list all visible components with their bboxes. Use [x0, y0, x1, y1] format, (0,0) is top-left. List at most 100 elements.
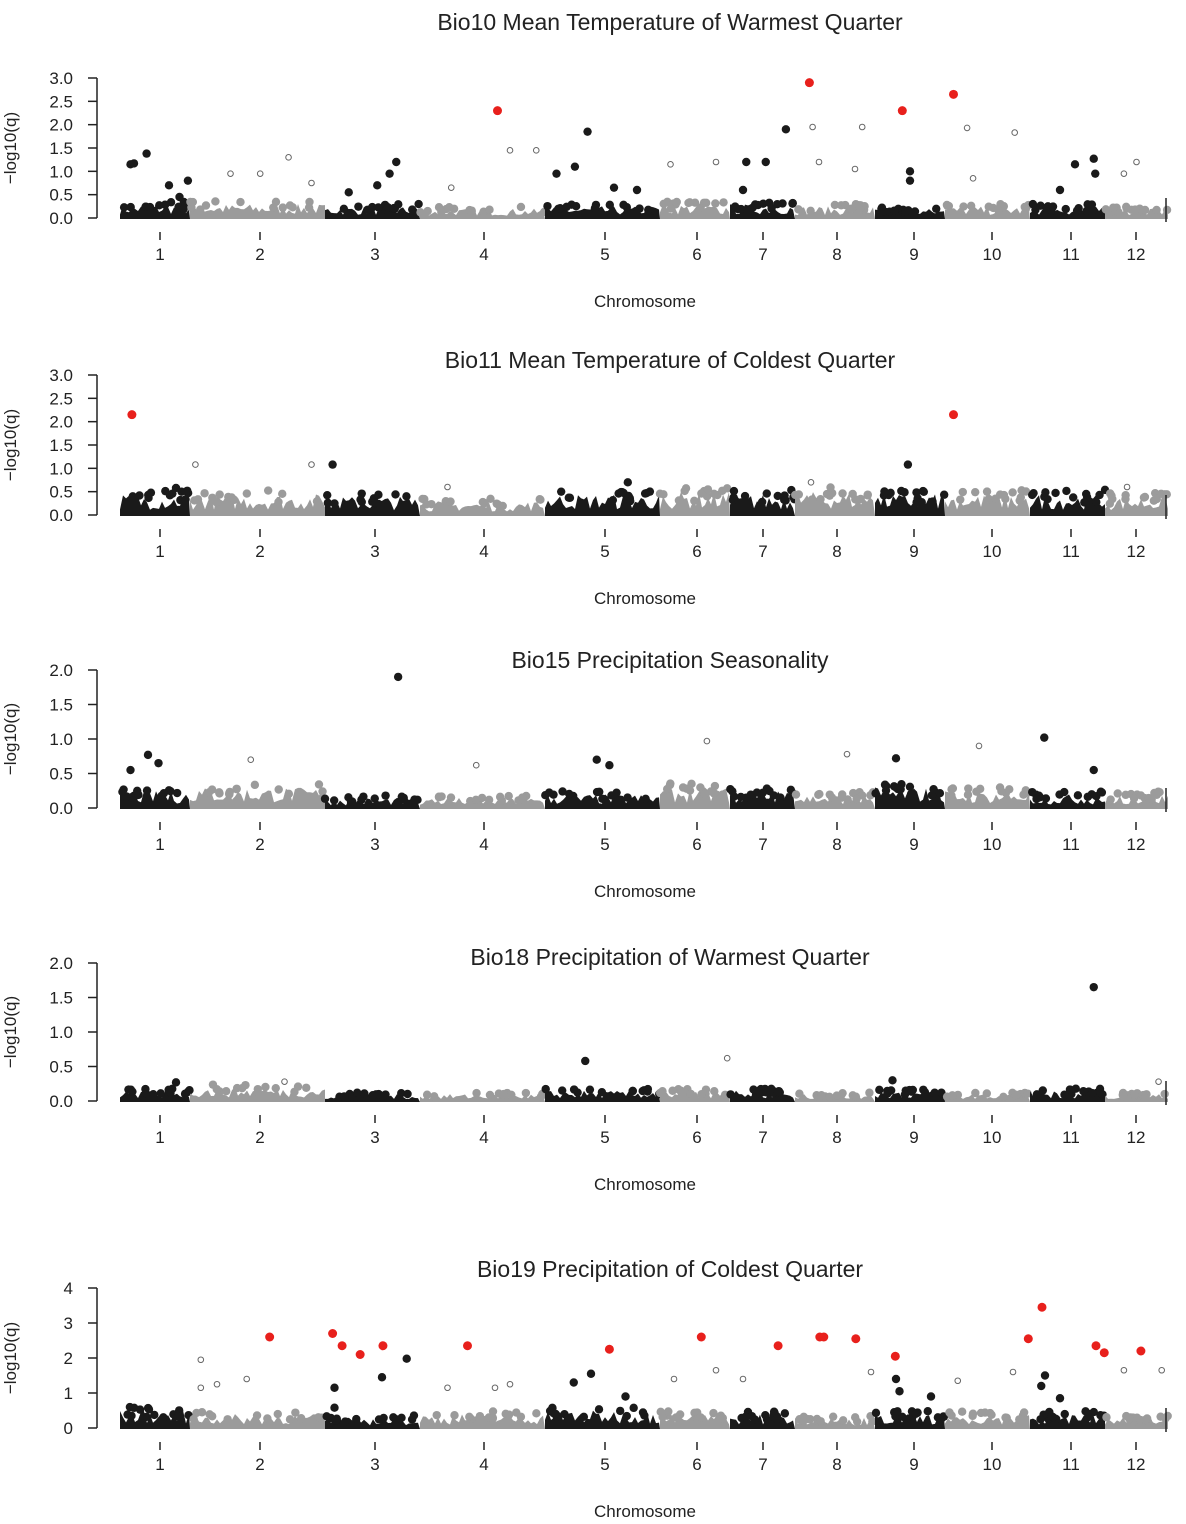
snp-point	[485, 205, 494, 214]
snp-point	[1102, 1413, 1111, 1422]
chromosome-band-7	[730, 1090, 795, 1102]
snp-point	[696, 783, 705, 792]
chromosome-band-2	[190, 787, 325, 809]
snp-point	[1095, 490, 1104, 500]
snp-point	[183, 176, 193, 185]
open-snp-point	[667, 161, 674, 168]
significant-snp-point	[493, 106, 502, 116]
snp-point	[320, 794, 330, 803]
open-snp-point	[969, 175, 977, 182]
chromosome-band-8	[795, 1417, 875, 1429]
chromosome-band-10	[945, 1094, 1030, 1102]
snp-point	[905, 176, 915, 185]
x-tick-label: 12	[1127, 245, 1146, 264]
snp-point	[799, 1416, 808, 1426]
snp-point	[598, 794, 607, 804]
snp-point	[643, 1084, 653, 1094]
snp-point	[825, 790, 834, 799]
open-snp-point	[851, 165, 859, 173]
snp-point	[197, 1408, 207, 1417]
y-tick-label: 0.5	[49, 483, 73, 502]
snp-point	[997, 787, 1006, 796]
x-tick-label: 4	[479, 1455, 488, 1474]
snp-point	[171, 1078, 181, 1087]
snp-point	[757, 497, 767, 507]
snp-point	[850, 1413, 860, 1422]
snp-point	[516, 202, 526, 212]
significant-snp-point	[804, 78, 814, 88]
snp-point	[666, 204, 676, 213]
snp-point	[171, 483, 181, 493]
snp-point	[175, 192, 184, 202]
snp-point	[1130, 205, 1140, 214]
snp-point	[807, 495, 817, 504]
snp-point	[1156, 1412, 1165, 1421]
snp-point	[893, 1407, 902, 1416]
snp-point	[912, 488, 921, 497]
snp-point	[719, 198, 728, 207]
snp-point	[399, 795, 408, 804]
snp-point	[1089, 154, 1098, 163]
y-tick-label: 4	[64, 1279, 73, 1298]
snp-point	[407, 1415, 417, 1424]
snp-point	[871, 789, 880, 798]
snp-point	[1130, 1090, 1140, 1099]
snp-point	[1043, 494, 1052, 504]
x-tick-label: 4	[479, 835, 488, 854]
x-tick-label: 9	[909, 1128, 918, 1147]
snp-point	[671, 1413, 681, 1422]
snp-point	[945, 1408, 954, 1417]
snp-point	[754, 1086, 764, 1096]
snp-point	[1028, 199, 1038, 209]
y-axis-label: −log10(q)	[1, 409, 20, 481]
x-tick-label: 6	[692, 542, 701, 561]
x-tick-label: 6	[692, 1128, 701, 1147]
y-tick-label: 0.0	[49, 506, 73, 525]
y-tick-label: 0.5	[49, 1058, 73, 1077]
snp-point	[285, 1415, 295, 1424]
snp-point	[668, 1086, 677, 1095]
snp-point	[975, 784, 985, 794]
snp-point	[291, 1408, 300, 1417]
snp-point	[166, 198, 176, 207]
x-tick-label: 10	[983, 245, 1002, 264]
snp-point	[963, 790, 973, 799]
snp-point	[919, 1085, 928, 1094]
snp-point	[619, 200, 628, 210]
snp-point	[794, 205, 803, 214]
snp-point	[816, 1417, 825, 1426]
snp-point	[585, 1085, 595, 1094]
snp-point	[1032, 1090, 1042, 1099]
x-tick-label: 12	[1127, 542, 1146, 561]
snp-point	[806, 206, 815, 216]
x-tick-label: 8	[832, 1128, 841, 1147]
snp-point	[330, 1383, 339, 1392]
snp-point	[907, 789, 916, 799]
snp-point	[886, 1086, 896, 1095]
snp-point	[273, 1409, 282, 1419]
y-tick-label: 2.5	[49, 389, 73, 408]
y-tick-label: 1.5	[49, 139, 73, 158]
snp-point	[1141, 1415, 1151, 1424]
snp-point	[622, 1411, 631, 1421]
snp-point	[402, 492, 411, 501]
snp-point	[565, 789, 574, 799]
open-snp-point	[281, 1078, 288, 1085]
snp-point	[703, 485, 713, 494]
snp-point	[353, 1088, 362, 1097]
chromosome-band-6	[660, 491, 730, 516]
snp-point	[852, 794, 861, 804]
snp-point	[880, 780, 890, 789]
snp-point	[928, 497, 937, 506]
snp-point	[863, 490, 872, 499]
snp-point	[485, 1090, 495, 1100]
chart-title: Bio19 Precipitation of Coldest Quarter	[477, 1256, 863, 1282]
snp-point	[422, 500, 431, 509]
snp-point	[767, 204, 776, 213]
x-tick-label: 2	[255, 835, 264, 854]
snp-point	[1101, 205, 1111, 214]
x-tick-label: 9	[909, 1455, 918, 1474]
snp-point	[381, 791, 390, 800]
snp-point	[229, 495, 239, 505]
snp-point	[1106, 795, 1115, 804]
